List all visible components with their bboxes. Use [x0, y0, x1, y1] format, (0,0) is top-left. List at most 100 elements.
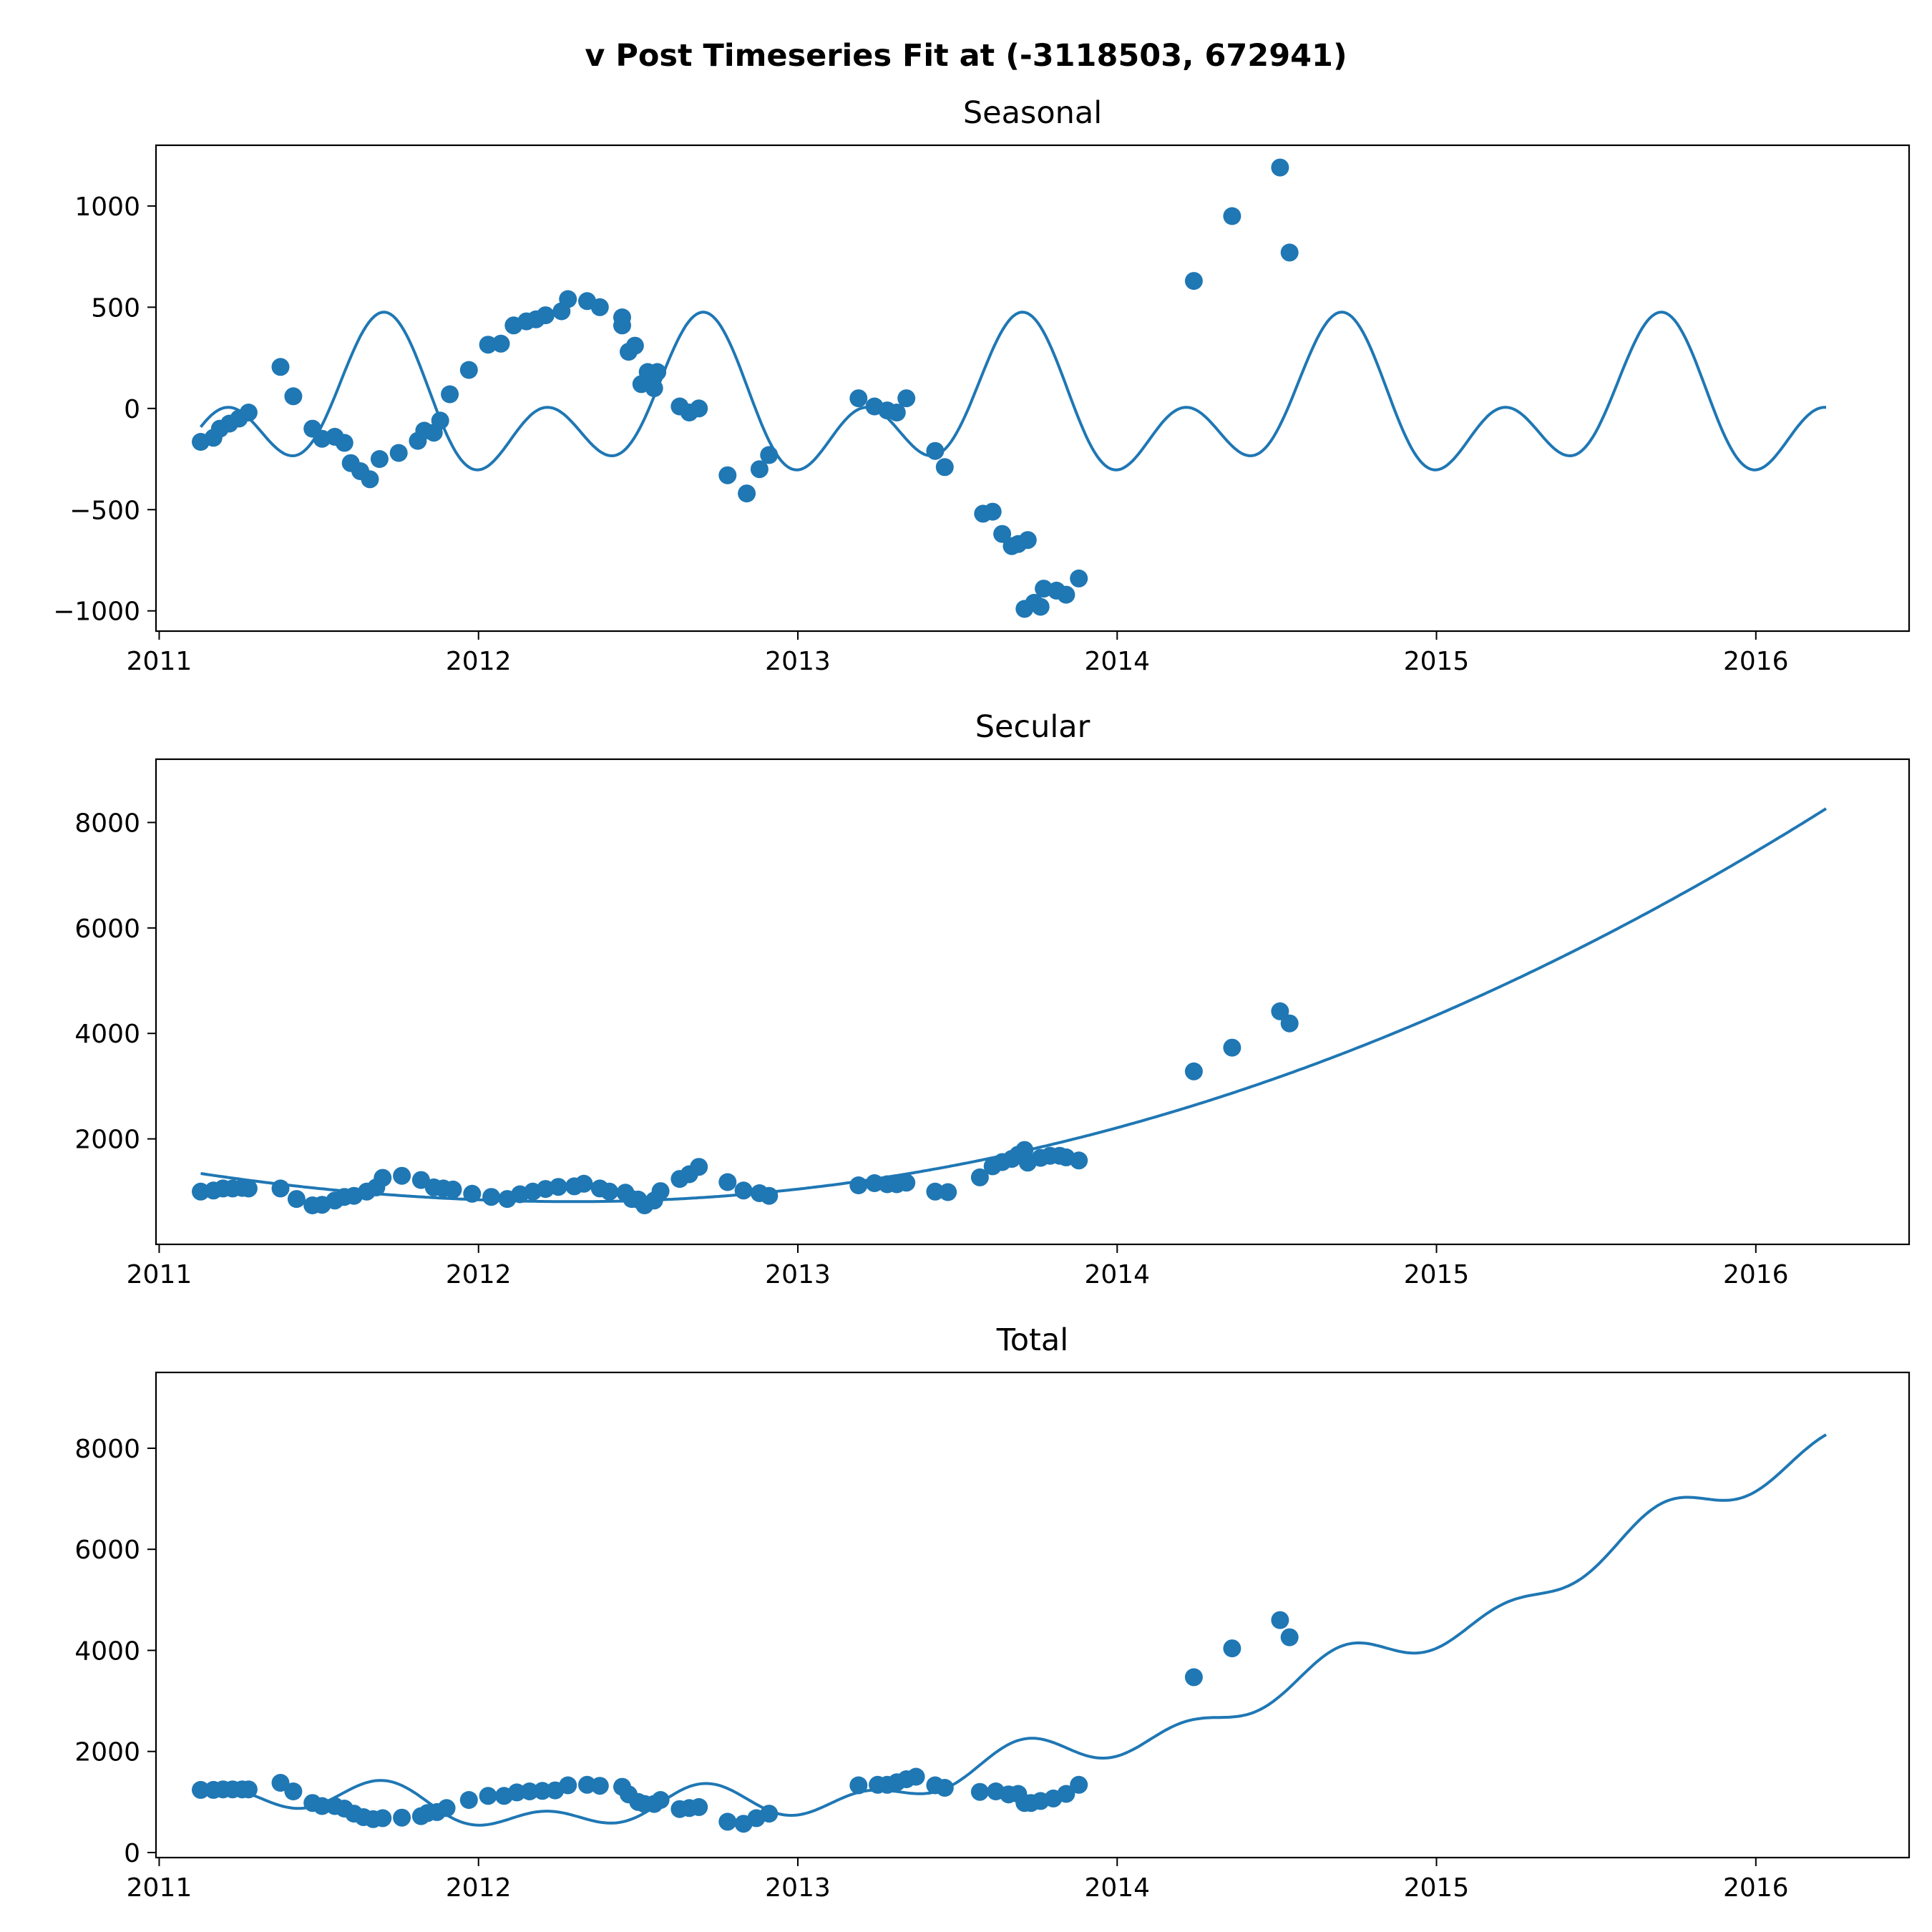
- fit-line: [200, 1433, 1828, 1827]
- data-point: [970, 1782, 989, 1801]
- data-point: [284, 1782, 303, 1800]
- y-tick-label: 8000: [74, 809, 140, 838]
- plot-area: [192, 807, 1828, 1214]
- y-tick-label: 500: [91, 293, 140, 323]
- data-point: [492, 334, 510, 353]
- data-point: [734, 1181, 753, 1200]
- x-tick-label: 2014: [1084, 1873, 1150, 1903]
- data-point: [459, 1791, 478, 1809]
- data-point: [1280, 243, 1299, 262]
- y-tick-label: 6000: [74, 914, 140, 944]
- data-point: [849, 389, 868, 408]
- data-point: [479, 336, 497, 354]
- data-point: [1223, 1639, 1241, 1658]
- x-tick-label: 2011: [127, 1873, 192, 1903]
- x-tick-label: 2016: [1723, 1873, 1789, 1903]
- data-point: [897, 389, 916, 408]
- data-point: [718, 466, 737, 484]
- data-point: [1223, 1038, 1241, 1057]
- axes-frame: [155, 144, 1911, 633]
- data-point: [935, 458, 954, 477]
- y-tick-label: 4000: [74, 1636, 140, 1666]
- data-point: [287, 1190, 306, 1209]
- data-point: [760, 1186, 779, 1205]
- data-point: [760, 1805, 779, 1823]
- data-point: [970, 1168, 989, 1186]
- data-point: [887, 404, 906, 421]
- y-tick-label: 4000: [74, 1020, 140, 1049]
- data-point: [192, 1780, 210, 1799]
- panel-title: Seasonal: [963, 95, 1102, 131]
- data-point: [520, 1782, 539, 1800]
- x-tick-label: 2011: [127, 1260, 192, 1289]
- data-point: [1271, 158, 1289, 177]
- x-tick-label: 2013: [765, 647, 831, 676]
- x-tick-label: 2015: [1404, 1260, 1470, 1289]
- data-point: [690, 1797, 708, 1816]
- y-tick-label: −1000: [53, 597, 140, 627]
- data-point: [361, 470, 379, 489]
- data-point: [441, 385, 459, 404]
- data-point: [463, 1184, 482, 1203]
- data-point: [625, 336, 644, 355]
- x-tick-label: 2016: [1723, 647, 1789, 676]
- y-tick-label: 2000: [74, 1738, 140, 1767]
- axes-frame: [155, 1371, 1911, 1859]
- data-point: [690, 399, 708, 418]
- data-point: [549, 1178, 567, 1196]
- data-point: [335, 434, 353, 452]
- data-point: [536, 306, 555, 325]
- data-point: [939, 1183, 957, 1201]
- data-point: [738, 484, 756, 503]
- data-point: [648, 363, 667, 381]
- x-tick-label: 2013: [765, 1260, 831, 1289]
- x-tick-label: 2014: [1084, 1260, 1150, 1289]
- data-point: [1057, 1785, 1075, 1803]
- data-point: [760, 446, 779, 464]
- data-point: [313, 1797, 331, 1815]
- data-point: [1057, 585, 1075, 604]
- data-point: [271, 1179, 290, 1198]
- data-point: [926, 1182, 945, 1201]
- data-point: [1223, 207, 1241, 225]
- y-tick-label: 0: [124, 395, 140, 424]
- data-point: [393, 1808, 411, 1827]
- panel-seasonal: Seasonal 2011 2012 2013 2014 2015 2016 −1000 −50…: [53, 95, 1911, 676]
- data-point: [578, 1775, 596, 1794]
- plot-area: [192, 1433, 1828, 1833]
- data-point: [993, 525, 1012, 543]
- data-point: [849, 1776, 868, 1795]
- data-point: [239, 1780, 258, 1799]
- y-tick-label: 6000: [74, 1536, 140, 1565]
- data-point: [1271, 1611, 1289, 1629]
- y-tick-label: −500: [69, 496, 140, 525]
- data-point: [1184, 272, 1203, 291]
- data-point: [1070, 1775, 1088, 1794]
- plot-area: [192, 158, 1826, 618]
- y-tick-label: 2000: [74, 1126, 140, 1155]
- data-point: [459, 361, 478, 379]
- data-point: [613, 316, 631, 335]
- data-point: [479, 1787, 497, 1805]
- data-point: [590, 1777, 609, 1795]
- data-point: [575, 1174, 593, 1193]
- data-point: [590, 298, 609, 316]
- data-point: [1031, 597, 1050, 616]
- y-tick-label: 8000: [74, 1435, 140, 1464]
- data-point: [1070, 1151, 1088, 1170]
- data-point: [935, 1779, 954, 1797]
- data-point: [651, 1791, 670, 1809]
- x-tick-label: 2015: [1404, 1873, 1470, 1903]
- data-point: [1184, 1062, 1203, 1080]
- y-tick-label: 0: [124, 1839, 140, 1868]
- panels: Seasonal 2011 2012 2013 2014 2015 2016 −1000 −50…: [53, 95, 1911, 1903]
- data-point: [897, 1174, 916, 1192]
- data-point: [907, 1767, 925, 1786]
- data-point: [926, 441, 945, 460]
- panel-total: Total 2011 2012 2013 2014 2015 2016 0 2000 4000 60…: [74, 1322, 1911, 1903]
- data-point: [239, 404, 258, 421]
- data-point: [849, 1176, 868, 1194]
- x-tick-label: 2012: [446, 1260, 512, 1289]
